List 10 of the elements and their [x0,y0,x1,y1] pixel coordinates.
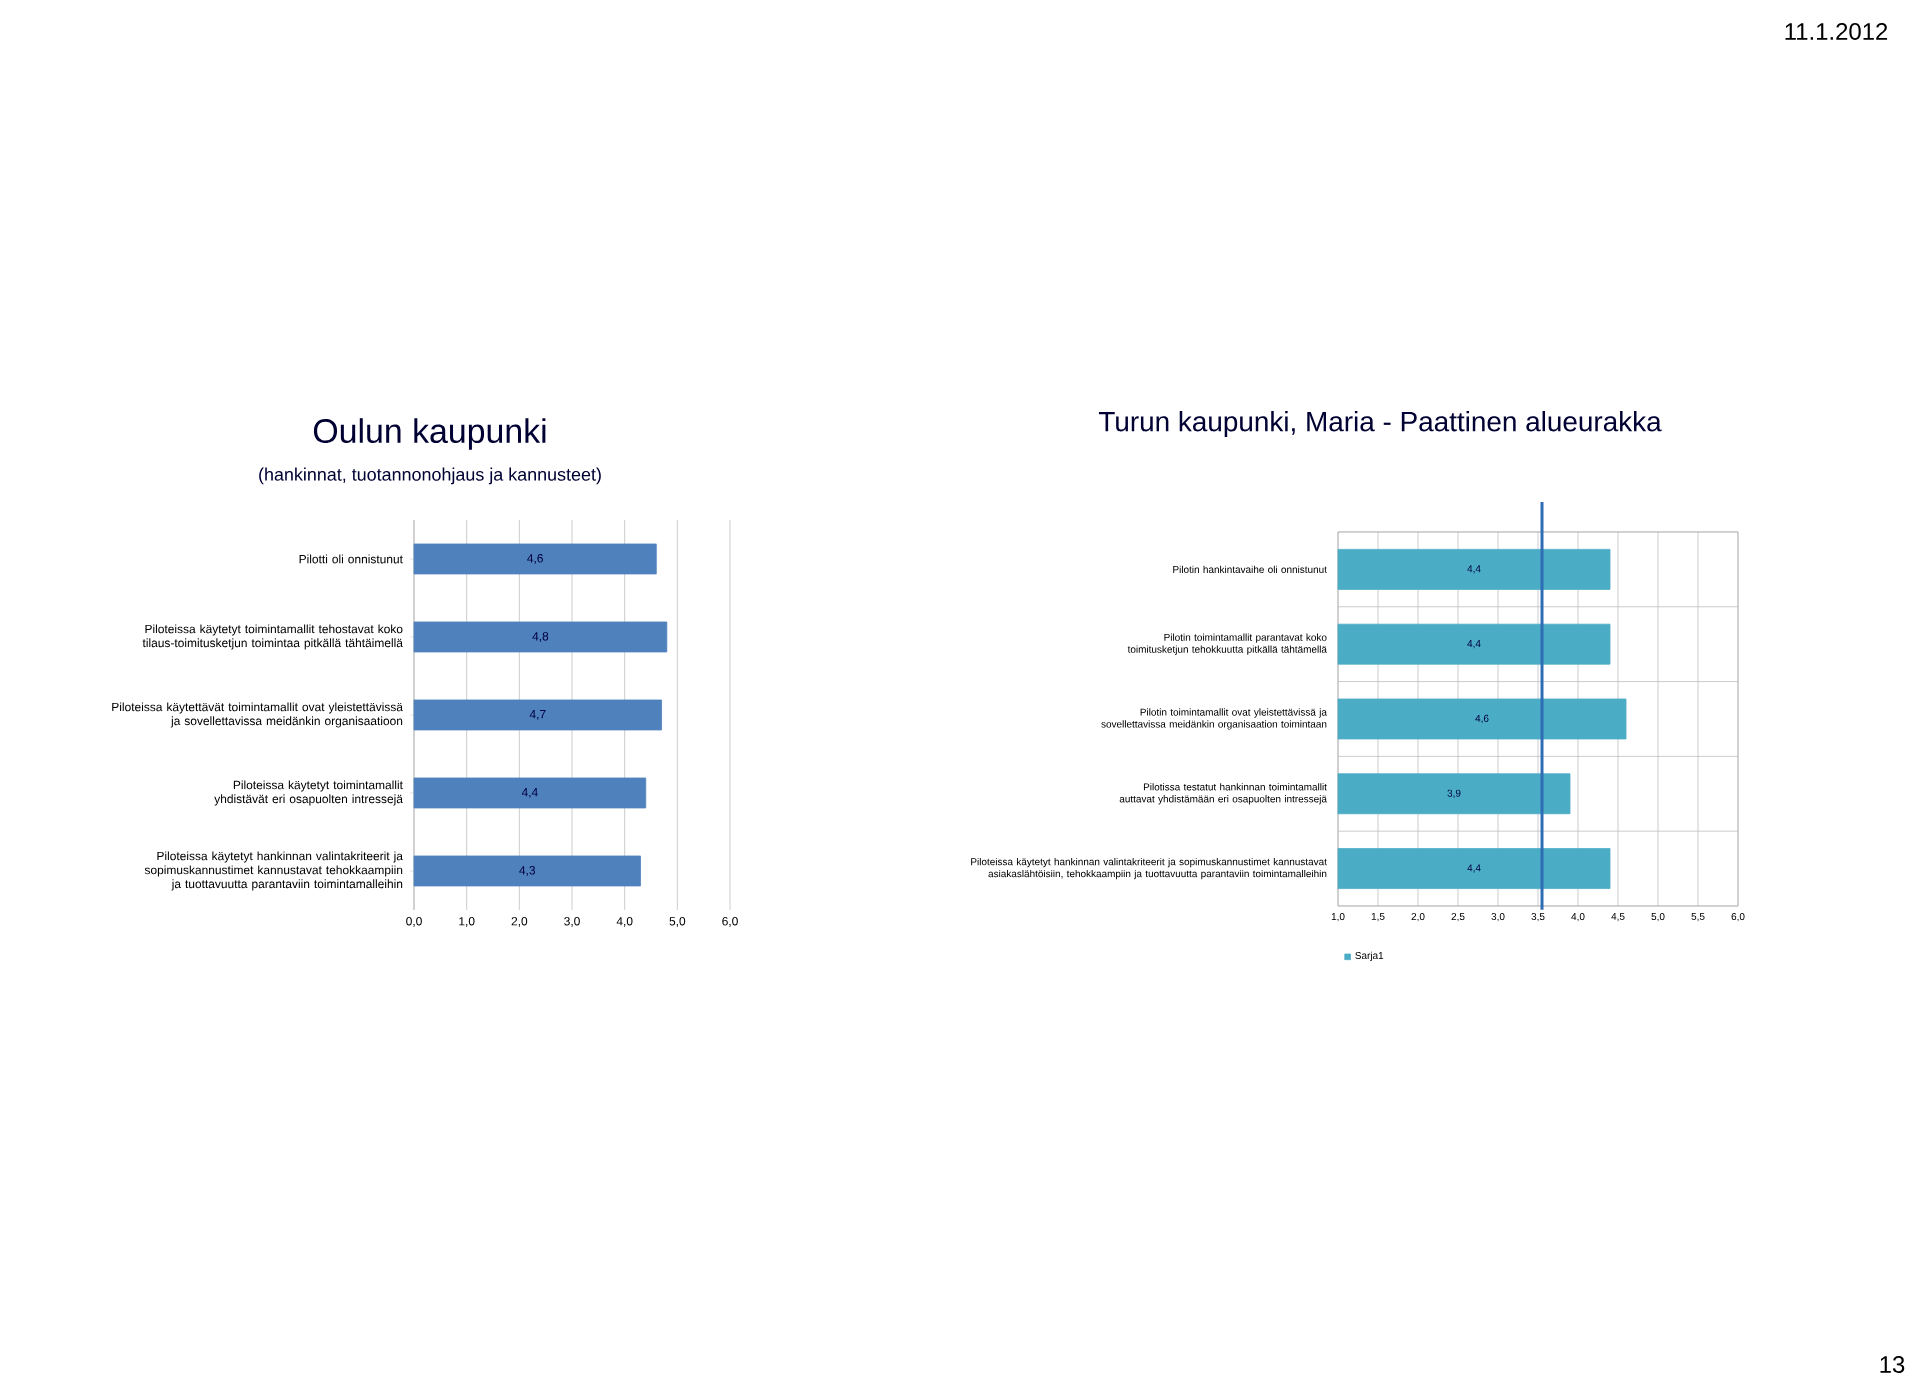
chart-subtitle: (hankinnat, tuotannonohjaus ja kannusteet) [259,467,601,485]
bar [413,621,668,653]
chart-title: Turun kaupunki, Maria - Paattinen alueurakka [1098,410,1662,437]
bar [413,777,647,809]
text: 11.1.2012 [1785,23,1888,40]
chart-title: Oulun kaupunki [313,418,546,450]
bar [413,855,641,887]
bar [413,543,657,575]
text: 13 [1880,1356,1905,1373]
bar [413,699,662,731]
